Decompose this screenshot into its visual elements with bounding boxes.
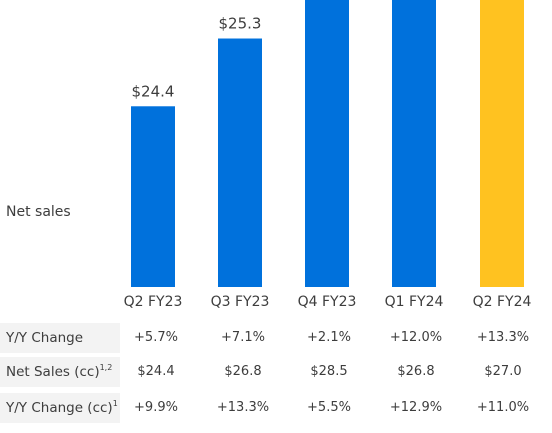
cell-q2-fy23: +9.9% (134, 400, 178, 415)
cell-q1-fy24: +12.9% (389, 400, 443, 415)
cell-q4-fy23: +5.5% (307, 400, 351, 415)
cell-q3-fy23: +13.3% (216, 400, 270, 415)
table-row-net-sales-cc: Net Sales (cc)1,2 $24.4 $26.8 $28.5 $26.… (0, 357, 552, 387)
cell-q2-fy23: $24.4 (137, 364, 175, 379)
y-axis-label: Net sales (6, 204, 71, 220)
bar-q2-fy24 (480, 0, 524, 287)
row-label-background (0, 357, 120, 387)
bar-q2-fy23 (131, 106, 175, 287)
x-tick-label: Q2 FY24 (473, 294, 532, 310)
cell-q3-fy23: +7.1% (221, 330, 265, 345)
row-label-background (0, 323, 120, 353)
x-tick-label: Q1 FY24 (385, 294, 444, 310)
table-row-yy-change: Y/Y Change +5.7% +7.1% +2.1% +12.0% +13.… (0, 323, 552, 353)
bar-q1-fy24 (392, 0, 436, 288)
x-tick-label: Q2 FY23 (124, 294, 183, 310)
net-sales-bar-chart: $24.4Q2 FY23$25.3Q3 FY23$27.6Q4 FY23$26.… (124, 0, 532, 310)
bar-value-label: $24.4 (132, 82, 175, 100)
cell-q1-fy24: +12.0% (389, 330, 443, 345)
cell-q2-fy24: +11.0% (476, 400, 530, 415)
cell-q4-fy23: $28.5 (310, 364, 348, 379)
bar-value-label: $25.3 (219, 15, 262, 33)
cell-q2-fy24: $27.0 (484, 364, 522, 379)
bar-q4-fy23 (305, 0, 349, 287)
row-label: Y/Y Change (cc)1 (6, 399, 118, 416)
bar-q3-fy23 (218, 38, 262, 288)
cell-q3-fy23: $26.8 (224, 364, 262, 379)
x-tick-label: Q4 FY23 (298, 294, 357, 310)
row-label-background (0, 393, 120, 423)
cell-q4-fy23: +2.1% (307, 330, 351, 345)
x-tick-label: Q3 FY23 (211, 294, 270, 310)
cell-q1-fy24: $26.8 (397, 364, 435, 379)
cell-q2-fy24: +13.3% (476, 330, 530, 345)
table-row-yy-change-cc: Y/Y Change (cc)1 +9.9% +13.3% +5.5% +12.… (0, 393, 552, 423)
cell-q2-fy23: +5.7% (134, 330, 178, 345)
row-label: Y/Y Change (6, 330, 84, 346)
row-label: Net Sales (cc)1,2 (6, 363, 113, 380)
